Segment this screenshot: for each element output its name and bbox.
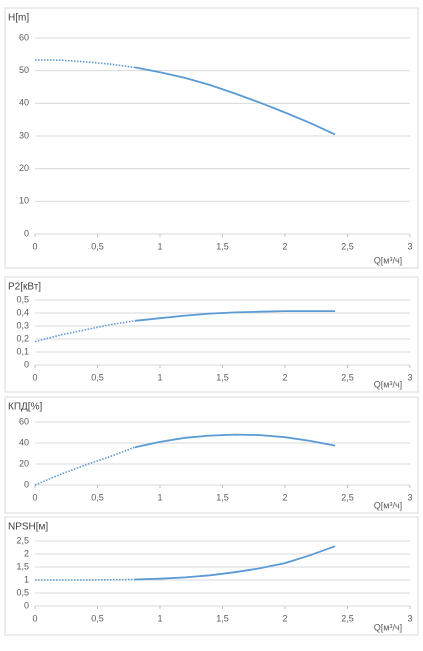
y-tick-label: 1,5 <box>16 561 29 571</box>
x-tick-label: 0 <box>32 241 37 251</box>
chart-title: КПД[%] <box>8 402 42 413</box>
x-tick-label: 0 <box>32 492 37 502</box>
chart-title: P2[кВт] <box>8 282 41 293</box>
y-tick-label: 0 <box>24 600 29 610</box>
x-tick-label: 1,5 <box>216 613 229 623</box>
x-tick-label: 1 <box>157 613 162 623</box>
x-axis-label: Q[м³/ч] <box>374 622 402 632</box>
x-tick-label: 2,5 <box>341 492 354 502</box>
x-axis-label: Q[м³/ч] <box>374 255 402 265</box>
x-tick-label: 1,5 <box>216 492 229 502</box>
x-tick-label: 2,5 <box>341 613 354 623</box>
chart-title: NPSH[м] <box>8 522 48 533</box>
y-tick-label: 0 <box>24 479 29 489</box>
y-tick-label: 0,1 <box>16 346 29 356</box>
y-tick-label: 0,5 <box>16 294 29 304</box>
x-tick-label: 3 <box>407 241 412 251</box>
x-tick-label: 0 <box>32 613 37 623</box>
y-tick-label: 0,3 <box>16 320 29 330</box>
x-tick-label: 1 <box>157 492 162 502</box>
x-tick-label: 1 <box>157 372 162 382</box>
x-tick-label: 1,5 <box>216 372 229 382</box>
y-tick-label: 0,5 <box>16 587 29 597</box>
y-tick-label: 0 <box>24 359 29 369</box>
curve <box>34 446 136 486</box>
x-tick-label: 2 <box>282 613 287 623</box>
x-axis-label: Q[м³/ч] <box>374 379 402 389</box>
y-tick-label: 30 <box>19 130 29 140</box>
y-tick-label: 20 <box>19 458 29 468</box>
y-tick-label: 60 <box>19 416 29 426</box>
y-tick-label: 20 <box>19 163 29 173</box>
curve <box>134 433 336 449</box>
curve <box>34 59 136 69</box>
y-tick-label: 2 <box>24 548 29 558</box>
x-tick-label: 1,5 <box>216 241 229 251</box>
curve <box>134 66 336 136</box>
y-tick-label: 1 <box>24 574 29 584</box>
x-tick-label: 2 <box>282 241 287 251</box>
y-tick-label: 2,5 <box>16 535 29 545</box>
x-tick-label: 0,5 <box>91 492 104 502</box>
x-tick-label: 3 <box>407 492 412 502</box>
y-tick-label: 40 <box>19 437 29 447</box>
x-tick-label: 0,5 <box>91 241 104 251</box>
x-tick-label: 3 <box>407 613 412 623</box>
y-tick-label: 50 <box>19 65 29 75</box>
x-tick-label: 0 <box>32 372 37 382</box>
x-tick-label: 0,5 <box>91 372 104 382</box>
y-tick-label: 40 <box>19 98 29 108</box>
y-tick-label: 10 <box>19 196 29 206</box>
x-tick-label: 2,5 <box>341 372 354 382</box>
y-tick-label: 0 <box>24 228 29 238</box>
x-tick-label: 0,5 <box>91 613 104 623</box>
x-tick-label: 2 <box>282 372 287 382</box>
y-tick-label: 60 <box>19 32 29 42</box>
x-tick-label: 2,5 <box>341 241 354 251</box>
panel-frame <box>4 276 419 393</box>
y-tick-label: 0,4 <box>16 307 29 317</box>
y-tick-label: 0,2 <box>16 333 29 343</box>
x-tick-label: 2 <box>282 492 287 502</box>
curve <box>34 320 136 343</box>
panel-frame <box>4 7 419 269</box>
chart-title: H[m] <box>8 13 29 24</box>
curve <box>134 545 336 581</box>
x-tick-label: 3 <box>407 372 412 382</box>
curve <box>134 310 335 322</box>
panel-frame <box>4 396 419 514</box>
x-tick-label: 1 <box>157 241 162 251</box>
x-axis-label: Q[м³/ч] <box>374 500 402 510</box>
panel-frame <box>4 516 419 636</box>
